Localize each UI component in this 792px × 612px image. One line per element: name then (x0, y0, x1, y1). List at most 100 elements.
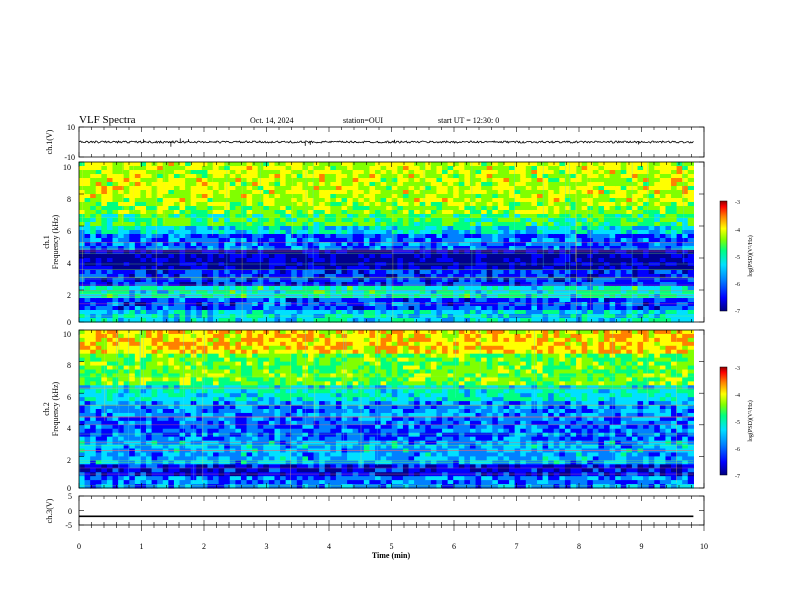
spectrogram-cell (235, 194, 242, 199)
spectrogram-cell (95, 218, 102, 223)
spectrogram-cell (330, 250, 337, 255)
spectrogram-cell (436, 190, 443, 195)
spectrogram-cell (302, 258, 309, 263)
spectrogram-cell (481, 302, 488, 307)
spectrogram-cell (246, 246, 253, 251)
spectrogram-cell (469, 306, 477, 311)
spectrogram-cell (592, 178, 600, 183)
spectrogram-cell (469, 238, 477, 243)
spectrogram-cell (402, 250, 410, 255)
spectrogram-cell (307, 170, 315, 175)
spectrogram-cell (79, 365, 86, 371)
spectrogram-cell (615, 318, 622, 323)
spectrogram-cell (363, 226, 371, 231)
spectrogram-cell (587, 254, 594, 259)
spectrogram-cell (263, 186, 270, 191)
spectrogram-cell (671, 174, 678, 179)
spectrogram-cell (687, 298, 694, 303)
spectrogram-cell (118, 274, 125, 279)
spectrogram-cell (95, 214, 102, 219)
spectrogram-cell (173, 198, 181, 203)
spectrogram-cell (520, 278, 527, 283)
spectrogram-cell (587, 210, 594, 215)
spectrogram-cell (129, 230, 136, 235)
spectrogram-cell (358, 298, 365, 303)
spectrogram-cell (419, 162, 426, 167)
spectrogram-cell (129, 214, 136, 219)
spectrogram-cell (581, 234, 588, 239)
spectrogram-cell (240, 294, 248, 299)
spectrogram-cell (643, 302, 650, 307)
spectrogram-cell (643, 306, 650, 311)
station-label: station=OUI (343, 116, 383, 125)
spectrogram-cell (90, 226, 97, 231)
spectrogram-cell (185, 174, 192, 179)
figure-title: VLF Spectra (79, 114, 136, 126)
spectrogram-cell (235, 290, 242, 295)
spectrogram-cell (207, 218, 214, 223)
spectrogram-cell (246, 238, 253, 243)
spectrogram-cell (95, 440, 102, 446)
spectrogram-cell (503, 230, 510, 235)
spectrogram-cell (352, 234, 359, 239)
spectrogram-cell (475, 310, 482, 315)
spectrogram-cell (330, 210, 337, 215)
spectrogram-cell (162, 286, 169, 291)
spectrogram-cell (263, 198, 270, 203)
spectrogram-cell (196, 186, 203, 191)
spectrogram-cell (587, 238, 594, 243)
spectrogram-cell (659, 266, 667, 271)
spectrogram-cell (402, 182, 410, 187)
spectrogram-cell (397, 306, 404, 311)
spectrogram-cell (157, 186, 164, 191)
spectrogram-cell (631, 190, 639, 195)
spectrogram-cell (274, 206, 281, 211)
spectrogram-cell (626, 226, 633, 231)
spectrogram-cell (442, 286, 449, 291)
spectrogram-cell (118, 357, 125, 363)
spectrogram-cell (553, 246, 560, 251)
spectrogram-cell (615, 266, 622, 271)
ch1-ytick-0: 0 (67, 318, 71, 327)
spectrogram-cell (620, 210, 627, 215)
spectrogram-cell (129, 174, 136, 179)
spectrogram-cell (615, 238, 622, 243)
spectrogram-cell (151, 254, 158, 259)
spectrogram-cell (559, 254, 566, 259)
spectrogram-cell (106, 397, 114, 402)
spectrogram-cell (414, 226, 421, 231)
spectrogram-cell (224, 174, 231, 179)
spectrogram-cell (319, 282, 326, 287)
spectrogram-cell (190, 166, 197, 171)
spectrogram-cell (129, 170, 136, 175)
spectrogram-cell (464, 178, 471, 183)
spectrogram-cell (570, 202, 577, 207)
spectrogram-cell (185, 298, 192, 303)
spectrogram-cell (631, 294, 639, 299)
spectrogram-cell (173, 242, 181, 247)
spectrogram-cell (375, 206, 382, 211)
spectrogram-cell (553, 174, 560, 179)
spectrogram-cell (497, 242, 505, 247)
spectrogram-cell (112, 258, 119, 263)
spectrogram-cell (442, 162, 449, 167)
spectrogram-cell (581, 286, 588, 291)
spectrogram-cell (90, 333, 97, 339)
spectrogram-cell (391, 270, 398, 275)
spectrogram-cell (84, 214, 91, 219)
spectrogram-cell (615, 230, 622, 235)
spectrogram-cell (218, 310, 225, 315)
spectrogram-cell (648, 198, 655, 203)
spectrogram-cell (665, 194, 672, 199)
spectrogram-cell (129, 166, 136, 171)
spectrogram-cell (252, 234, 259, 239)
spectrogram-cell (319, 206, 326, 211)
spectrogram-cell (531, 298, 538, 303)
spectrogram-cell (486, 278, 493, 283)
spectrogram-cell (414, 318, 421, 323)
spectrogram-cell (196, 290, 203, 295)
spectrogram-cell (268, 178, 276, 183)
spectrogram-cell (235, 182, 242, 187)
spectrogram-cell (190, 282, 197, 287)
spectrogram-cell (207, 202, 214, 207)
